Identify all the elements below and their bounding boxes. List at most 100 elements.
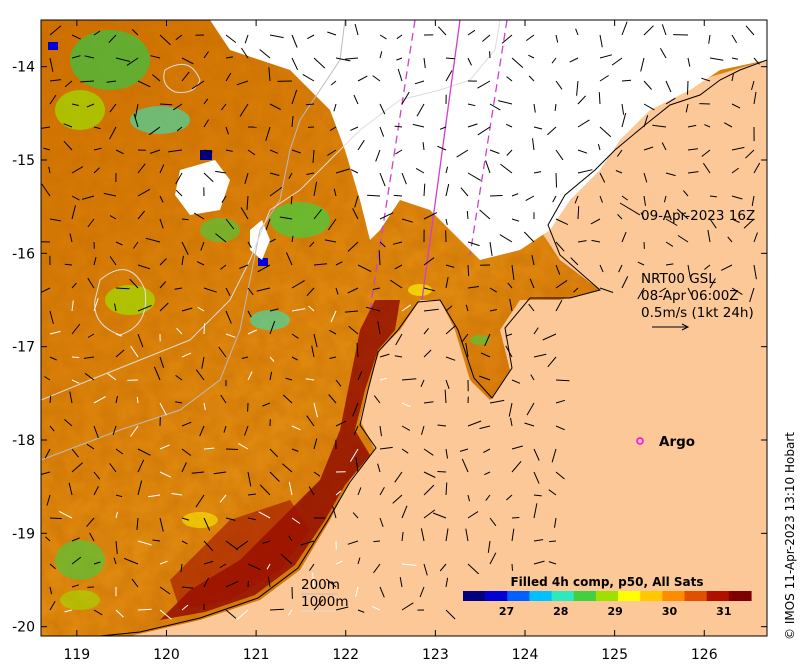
current-vector	[709, 218, 717, 229]
current-vector	[661, 24, 667, 36]
current-vector	[329, 356, 337, 359]
current-vector	[93, 396, 106, 404]
current-vector	[159, 195, 164, 203]
current-vector	[354, 23, 359, 36]
current-vector	[290, 195, 293, 205]
current-vector	[577, 169, 593, 174]
current-vector	[172, 103, 183, 111]
current-vector	[599, 195, 603, 203]
current-vector	[181, 255, 184, 266]
current-vector	[291, 448, 299, 452]
current-vector	[445, 166, 449, 174]
current-vector	[175, 172, 183, 185]
current-vector	[511, 517, 520, 519]
current-vector	[392, 241, 403, 245]
current-vector	[195, 369, 205, 381]
current-vector	[137, 304, 152, 312]
current-vector	[533, 494, 542, 497]
current-vector	[533, 503, 538, 519]
current-vector	[225, 287, 231, 296]
current-vector	[731, 167, 739, 174]
current-vector	[554, 103, 557, 111]
current-vector	[223, 425, 227, 433]
current-vector	[423, 401, 434, 404]
current-vector	[329, 126, 337, 132]
current-vector	[266, 563, 271, 570]
current-vector	[484, 333, 491, 347]
current-vector	[49, 57, 54, 72]
current-vector	[731, 146, 745, 151]
current-vector	[500, 163, 513, 174]
current-vector	[136, 517, 139, 530]
current-vector	[80, 80, 95, 83]
current-vector	[506, 494, 513, 501]
current-vector	[487, 540, 491, 553]
y-tick-label: -17	[12, 340, 35, 356]
current-vector	[547, 126, 557, 136]
current-vector	[422, 142, 425, 151]
current-vector	[159, 164, 165, 174]
current-vector	[203, 402, 206, 411]
current-vector	[437, 145, 447, 151]
current-vector	[577, 95, 586, 105]
current-vector	[219, 494, 227, 503]
current-vector	[291, 235, 294, 243]
current-vector	[357, 139, 365, 151]
current-vector	[708, 34, 711, 44]
current-vector	[352, 512, 359, 519]
current-vector	[129, 278, 139, 289]
current-vector	[225, 609, 237, 619]
current-vector	[63, 123, 73, 128]
current-vector	[41, 287, 51, 293]
current-vector	[131, 29, 139, 36]
current-vector	[467, 29, 476, 36]
current-vector	[64, 263, 73, 266]
current-vector	[377, 321, 381, 335]
current-vector	[175, 34, 183, 41]
current-vector	[328, 394, 337, 404]
current-vector	[151, 74, 161, 82]
current-vector	[459, 448, 469, 452]
current-vector	[41, 183, 51, 197]
current-vector	[332, 506, 337, 519]
contour-1000m	[41, 20, 501, 401]
current-vector	[599, 75, 609, 82]
current-vector	[727, 236, 733, 243]
y-tick-label: -14	[12, 60, 35, 76]
current-vector	[467, 420, 482, 427]
current-vector	[379, 425, 382, 437]
current-vector	[552, 195, 557, 203]
current-vector	[375, 149, 381, 162]
current-vector	[137, 333, 144, 348]
current-vector	[530, 374, 535, 381]
current-vector	[489, 287, 497, 293]
current-vector	[414, 80, 425, 85]
current-vector	[598, 92, 601, 105]
current-vector	[467, 286, 479, 289]
current-vector	[191, 80, 205, 90]
current-vector	[720, 264, 733, 271]
current-vector	[751, 80, 755, 91]
current-vector	[637, 261, 645, 266]
current-vector	[663, 195, 667, 203]
current-vector	[335, 261, 343, 266]
current-vector	[401, 91, 410, 105]
current-vector	[137, 540, 152, 546]
colorbar-swatch	[573, 591, 597, 601]
x-tick-label: 124	[512, 647, 539, 663]
current-vector	[176, 126, 183, 132]
current-vector	[479, 375, 491, 381]
current-vector	[181, 57, 194, 65]
current-vector	[525, 195, 535, 202]
current-vector	[577, 119, 590, 128]
colorbar-tick-label: 31	[716, 605, 731, 618]
current-vector	[86, 443, 95, 450]
current-vector	[115, 349, 125, 358]
current-vector	[437, 26, 447, 36]
current-vector	[506, 149, 513, 156]
current-vector	[203, 51, 209, 59]
current-vector	[573, 287, 579, 293]
current-vector	[677, 235, 689, 243]
current-vector	[115, 287, 130, 290]
current-vector	[445, 482, 448, 496]
